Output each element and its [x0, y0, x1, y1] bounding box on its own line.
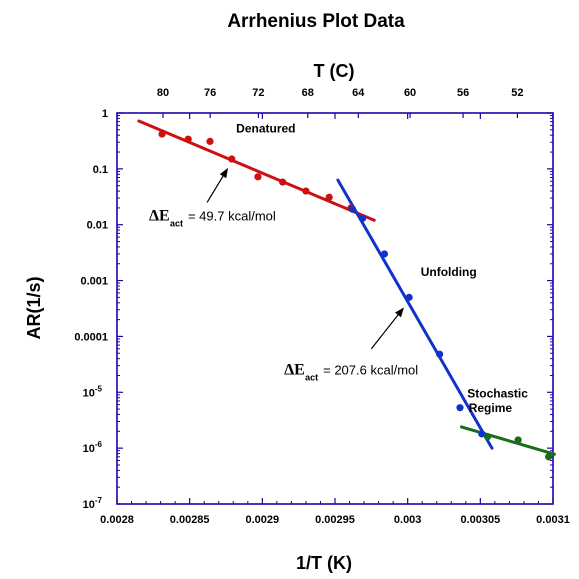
data-point-series-2	[478, 430, 486, 438]
y-tick-label: 10-6	[83, 440, 103, 455]
x-tick-label: 0.0031	[536, 514, 570, 526]
top-tick-label: 64	[352, 87, 365, 99]
data-point-series-1	[325, 193, 333, 201]
fit-line-series-2	[336, 178, 494, 450]
top-tick-label: 72	[252, 87, 264, 99]
y-tick-label: 0.001	[80, 276, 108, 288]
data-points-layer	[158, 130, 553, 461]
x-axis-title: 1/T (K)	[296, 553, 352, 573]
data-point-series-1	[279, 178, 287, 186]
annotation-label: Denatured	[236, 121, 295, 135]
data-point-series-2	[456, 404, 464, 412]
plot-frame	[116, 112, 554, 505]
y-tick-label: 10-5	[83, 384, 103, 399]
data-point-series-3	[514, 436, 522, 444]
fit-line-series-3	[459, 425, 556, 456]
chart-title: Arrhenius Plot Data	[227, 11, 405, 32]
top-axis-title: T (C)	[314, 61, 355, 81]
data-point-series-1	[254, 173, 262, 181]
y-tick-label: 0.0001	[74, 331, 108, 343]
activation-energy-value: = 207.6 kcal/mol	[323, 362, 418, 377]
data-point-series-2	[359, 214, 367, 222]
top-tick-label: 52	[511, 87, 523, 99]
fit-line-series-1	[137, 119, 376, 222]
activation-arrow	[206, 168, 228, 203]
data-point-series-2	[380, 250, 389, 258]
x-tick-label: 0.003	[394, 514, 422, 526]
activation-energy-value: = 49.7 kcal/mol	[188, 208, 276, 223]
y-tick-label: 0.01	[87, 220, 108, 232]
fit-lines-layer	[137, 119, 556, 456]
y-tick-label: 1	[102, 108, 108, 120]
x-tick-label: 0.00285	[170, 514, 210, 526]
top-tick-label: 76	[204, 87, 216, 99]
x-tick-label: 0.0029	[246, 514, 280, 526]
top-tick-label: 68	[302, 87, 314, 99]
data-point-series-2	[405, 293, 413, 301]
activation-energy-subscript: act	[305, 372, 318, 382]
y-tick-label: 0.1	[93, 164, 108, 176]
annotation-label: Stochastic	[467, 387, 528, 401]
x-tick-label: 0.00295	[315, 514, 355, 526]
top-tick-label: 56	[457, 87, 469, 99]
activation-energy-symbol: ΔE	[149, 207, 170, 224]
top-tick-label: 80	[157, 87, 169, 99]
x-tick-label: 0.0028	[100, 514, 134, 526]
data-point-series-2	[436, 350, 444, 358]
data-point-series-1	[158, 130, 166, 138]
data-point-series-3	[545, 453, 553, 461]
activation-energy-symbol: ΔE	[284, 361, 305, 378]
activation-energy-subscript: act	[170, 218, 183, 228]
data-point-series-1	[206, 137, 214, 146]
activation-arrow	[370, 307, 404, 350]
x-tick-label: 0.00305	[460, 514, 500, 526]
tick-layer: 0.0028 0.00285 0.0029 0.00295 0.003 0.00305 0.…	[74, 87, 569, 526]
data-point-series-1	[184, 135, 192, 143]
data-point-series-1	[228, 155, 236, 163]
annotation-label: Regime	[469, 401, 513, 415]
data-point-series-3	[484, 433, 492, 441]
data-point-series-1	[302, 187, 310, 195]
y-axis-title: AR(1/s)	[24, 276, 44, 339]
annotation-label: Unfolding	[421, 265, 477, 279]
y-tick-label: 10-7	[83, 496, 103, 511]
top-tick-label: 60	[404, 87, 416, 99]
data-point-series-2	[348, 205, 357, 213]
